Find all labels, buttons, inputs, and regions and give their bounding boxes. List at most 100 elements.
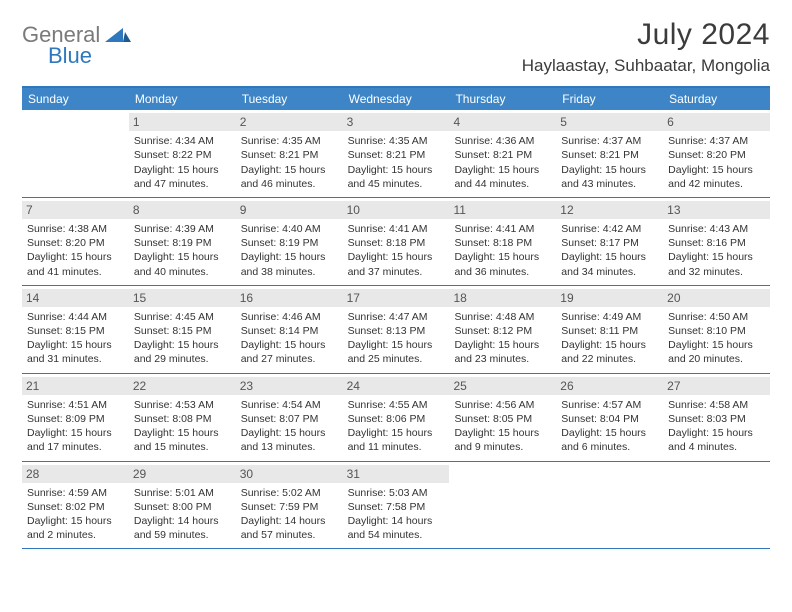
daylight-text: Daylight: 15 hours and 23 minutes. [454, 338, 551, 366]
day-number: 14 [22, 289, 129, 307]
day-cell: 13Sunrise: 4:43 AMSunset: 8:16 PMDayligh… [663, 198, 770, 285]
day-number: 8 [129, 201, 236, 219]
day-cell [663, 462, 770, 549]
sunrise-text: Sunrise: 4:41 AM [348, 222, 445, 236]
dow-mon: Monday [129, 88, 236, 110]
day-number: 1 [129, 113, 236, 131]
daylight-text: Daylight: 14 hours and 57 minutes. [241, 514, 338, 542]
day-cell: 6Sunrise: 4:37 AMSunset: 8:20 PMDaylight… [663, 110, 770, 197]
month-title: July 2024 [522, 18, 770, 52]
day-cell: 15Sunrise: 4:45 AMSunset: 8:15 PMDayligh… [129, 286, 236, 373]
week-row: 14Sunrise: 4:44 AMSunset: 8:15 PMDayligh… [22, 286, 770, 374]
sunset-text: Sunset: 8:19 PM [241, 236, 338, 250]
sunrise-text: Sunrise: 4:59 AM [27, 486, 124, 500]
day-number: 23 [236, 377, 343, 395]
sunset-text: Sunset: 8:20 PM [668, 148, 765, 162]
sunset-text: Sunset: 8:22 PM [134, 148, 231, 162]
sunrise-text: Sunrise: 4:49 AM [561, 310, 658, 324]
sunset-text: Sunset: 8:15 PM [134, 324, 231, 338]
day-number: 21 [22, 377, 129, 395]
week-row: 7Sunrise: 4:38 AMSunset: 8:20 PMDaylight… [22, 198, 770, 286]
day-cell: 23Sunrise: 4:54 AMSunset: 8:07 PMDayligh… [236, 374, 343, 461]
sunrise-text: Sunrise: 4:39 AM [134, 222, 231, 236]
sunrise-text: Sunrise: 5:02 AM [241, 486, 338, 500]
daylight-text: Daylight: 14 hours and 54 minutes. [348, 514, 445, 542]
sunset-text: Sunset: 8:13 PM [348, 324, 445, 338]
day-number: 25 [449, 377, 556, 395]
daylight-text: Daylight: 15 hours and 46 minutes. [241, 163, 338, 191]
day-cell: 4Sunrise: 4:36 AMSunset: 8:21 PMDaylight… [449, 110, 556, 197]
day-number: 13 [663, 201, 770, 219]
day-number: 30 [236, 465, 343, 483]
sunset-text: Sunset: 8:14 PM [241, 324, 338, 338]
day-number: 18 [449, 289, 556, 307]
day-cell: 19Sunrise: 4:49 AMSunset: 8:11 PMDayligh… [556, 286, 663, 373]
day-cell: 2Sunrise: 4:35 AMSunset: 8:21 PMDaylight… [236, 110, 343, 197]
sunset-text: Sunset: 8:05 PM [454, 412, 551, 426]
sunrise-text: Sunrise: 4:46 AM [241, 310, 338, 324]
day-number: 4 [449, 113, 556, 131]
sunset-text: Sunset: 8:12 PM [454, 324, 551, 338]
sunset-text: Sunset: 7:58 PM [348, 500, 445, 514]
day-cell: 10Sunrise: 4:41 AMSunset: 8:18 PMDayligh… [343, 198, 450, 285]
sunset-text: Sunset: 8:21 PM [241, 148, 338, 162]
day-number: 12 [556, 201, 663, 219]
daylight-text: Daylight: 15 hours and 22 minutes. [561, 338, 658, 366]
sunrise-text: Sunrise: 4:51 AM [27, 398, 124, 412]
sunrise-text: Sunrise: 4:45 AM [134, 310, 231, 324]
sunset-text: Sunset: 8:17 PM [561, 236, 658, 250]
sunrise-text: Sunrise: 4:54 AM [241, 398, 338, 412]
sunrise-text: Sunrise: 4:48 AM [454, 310, 551, 324]
title-block: July 2024 Haylaastay, Suhbaatar, Mongoli… [522, 18, 770, 82]
sunrise-text: Sunrise: 4:53 AM [134, 398, 231, 412]
sunset-text: Sunset: 8:06 PM [348, 412, 445, 426]
daylight-text: Daylight: 15 hours and 41 minutes. [27, 250, 124, 278]
daylight-text: Daylight: 15 hours and 20 minutes. [668, 338, 765, 366]
sunrise-text: Sunrise: 4:50 AM [668, 310, 765, 324]
sunset-text: Sunset: 8:18 PM [454, 236, 551, 250]
sunrise-text: Sunrise: 4:35 AM [348, 134, 445, 148]
sunset-text: Sunset: 8:19 PM [134, 236, 231, 250]
day-cell: 30Sunrise: 5:02 AMSunset: 7:59 PMDayligh… [236, 462, 343, 549]
day-cell: 20Sunrise: 4:50 AMSunset: 8:10 PMDayligh… [663, 286, 770, 373]
day-number: 7 [22, 201, 129, 219]
daylight-text: Daylight: 15 hours and 13 minutes. [241, 426, 338, 454]
day-cell: 22Sunrise: 4:53 AMSunset: 8:08 PMDayligh… [129, 374, 236, 461]
day-number: 26 [556, 377, 663, 395]
day-cell: 31Sunrise: 5:03 AMSunset: 7:58 PMDayligh… [343, 462, 450, 549]
sunrise-text: Sunrise: 4:58 AM [668, 398, 765, 412]
sunrise-text: Sunrise: 5:03 AM [348, 486, 445, 500]
sunrise-text: Sunrise: 4:42 AM [561, 222, 658, 236]
day-number: 10 [343, 201, 450, 219]
sunset-text: Sunset: 8:21 PM [454, 148, 551, 162]
daylight-text: Daylight: 15 hours and 34 minutes. [561, 250, 658, 278]
sunrise-text: Sunrise: 4:55 AM [348, 398, 445, 412]
daylight-text: Daylight: 15 hours and 45 minutes. [348, 163, 445, 191]
sunset-text: Sunset: 8:02 PM [27, 500, 124, 514]
day-number: 20 [663, 289, 770, 307]
day-number: 24 [343, 377, 450, 395]
daylight-text: Daylight: 15 hours and 40 minutes. [134, 250, 231, 278]
dow-wed: Wednesday [343, 88, 450, 110]
sunrise-text: Sunrise: 4:44 AM [27, 310, 124, 324]
daylight-text: Daylight: 15 hours and 43 minutes. [561, 163, 658, 191]
day-number: 11 [449, 201, 556, 219]
dow-fri: Friday [556, 88, 663, 110]
daylight-text: Daylight: 15 hours and 32 minutes. [668, 250, 765, 278]
logo-text-blue: Blue [22, 45, 131, 67]
day-cell [449, 462, 556, 549]
day-cell: 3Sunrise: 4:35 AMSunset: 8:21 PMDaylight… [343, 110, 450, 197]
dow-tue: Tuesday [236, 88, 343, 110]
daylight-text: Daylight: 14 hours and 59 minutes. [134, 514, 231, 542]
sunrise-text: Sunrise: 4:56 AM [454, 398, 551, 412]
sunset-text: Sunset: 8:18 PM [348, 236, 445, 250]
day-number: 17 [343, 289, 450, 307]
sunset-text: Sunset: 8:15 PM [27, 324, 124, 338]
logo: General Blue [22, 18, 131, 67]
week-row: 21Sunrise: 4:51 AMSunset: 8:09 PMDayligh… [22, 374, 770, 462]
day-cell: 8 Sunrise: 4:39 AMSunset: 8:19 PMDaylight… [129, 198, 236, 285]
day-number: 29 [129, 465, 236, 483]
day-number: 6 [663, 113, 770, 131]
day-cell: 21Sunrise: 4:51 AMSunset: 8:09 PMDayligh… [22, 374, 129, 461]
sunrise-text: Sunrise: 5:01 AM [134, 486, 231, 500]
